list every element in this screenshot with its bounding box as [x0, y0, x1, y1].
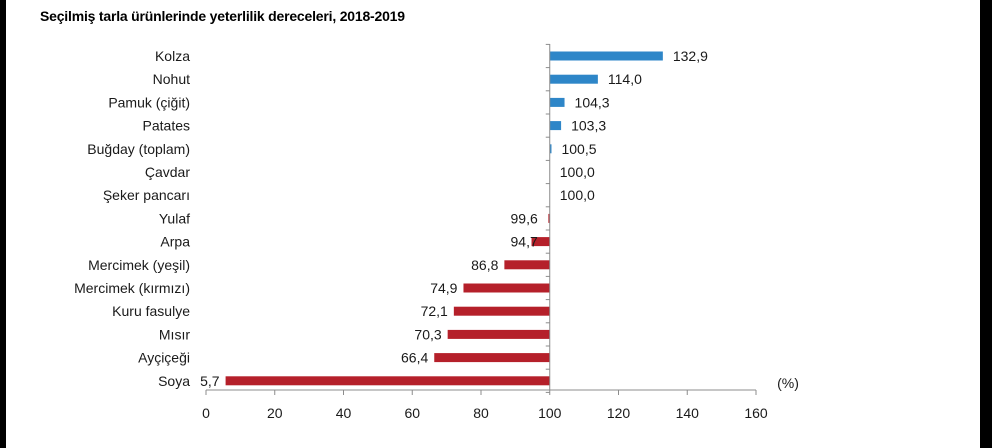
frame-left-border [0, 0, 6, 448]
bar [463, 283, 550, 293]
value-label: 114,0 [608, 71, 642, 87]
x-tick-label: 40 [336, 405, 352, 421]
axis-layer [205, 43, 757, 395]
bar [549, 51, 663, 61]
category-label: Kuru fasulye [112, 303, 190, 319]
category-label: Mısır [159, 326, 190, 342]
category-label: Mercimek (kırmızı) [74, 280, 190, 296]
category-label: Yulaf [159, 210, 190, 226]
unit-label: (%) [777, 375, 799, 391]
category-label: Nohut [153, 71, 190, 87]
value-label: 66,4 [401, 350, 428, 366]
value-label: 70,3 [414, 326, 441, 342]
bar [548, 213, 550, 223]
category-label: Arpa [160, 234, 190, 250]
value-label: 103,3 [571, 118, 606, 134]
value-label: 94,7 [511, 234, 538, 250]
x-tick-label: 120 [607, 405, 631, 421]
value-label: 100,0 [560, 164, 595, 180]
bar [453, 306, 550, 316]
x-tick-label: 140 [676, 405, 700, 421]
bar [549, 97, 565, 107]
bar [447, 329, 550, 339]
value-label: 86,8 [471, 257, 498, 273]
bar [225, 376, 550, 386]
bar [549, 144, 552, 154]
category-label: Mercimek (yeşil) [88, 257, 190, 273]
value-label: 100,5 [561, 141, 596, 157]
chart-title: Seçilmiş tarla ürünlerinde yeterlilik de… [40, 8, 405, 24]
value-label: 72,1 [421, 303, 448, 319]
category-label: Kolza [155, 48, 190, 64]
category-label: Patates [143, 118, 190, 134]
x-tick-label: 160 [744, 405, 768, 421]
value-label: 100,0 [560, 187, 595, 203]
category-label: Ayçiçeği [138, 350, 190, 366]
x-tick-label: 20 [267, 405, 283, 421]
value-label: 99,6 [511, 210, 538, 226]
value-label: 104,3 [575, 94, 610, 110]
bar [549, 74, 598, 84]
bar [549, 121, 562, 131]
category-label: Soya [158, 373, 190, 389]
x-tick-label: 0 [202, 405, 210, 421]
labels-layer: Kolza 132,9 Nohut 114,0 Pamuk (çiğit) 104,3 Pa… [74, 48, 799, 421]
x-tick-label: 100 [538, 405, 562, 421]
value-label: 74,9 [430, 280, 457, 296]
category-label: Çavdar [145, 164, 190, 180]
x-tick-label: 80 [473, 405, 489, 421]
x-tick-label: 60 [404, 405, 420, 421]
frame-right-border [980, 0, 992, 448]
value-label: 5,7 [200, 373, 220, 389]
bar [504, 260, 550, 270]
value-label: 132,9 [673, 48, 708, 64]
category-label: Buğday (toplam) [87, 141, 190, 157]
category-label: Pamuk (çiğit) [108, 94, 190, 110]
bar [531, 237, 550, 247]
bars-layer [225, 51, 663, 386]
category-label: Şeker pancarı [103, 187, 190, 203]
bar [434, 353, 550, 363]
